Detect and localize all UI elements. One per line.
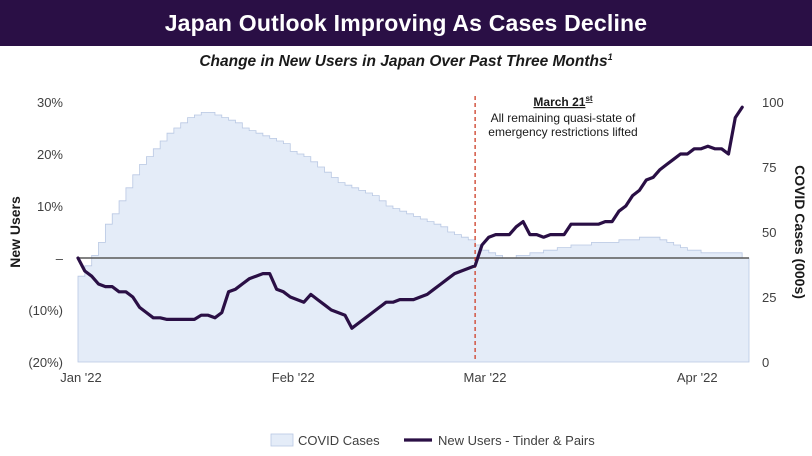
y-right-tick-label: 50 [762,225,776,240]
y-left-tick-label: (10%) [28,303,63,318]
annotation-line: All remaining quasi-state of [491,111,636,125]
covid-cases-area [77,112,750,363]
y-left-tick-label: 10% [37,199,63,214]
y-right-axis-title: COVID Cases (000s) [792,165,808,299]
legend-label-covid-cases: COVID Cases [298,433,380,448]
x-tick-label: Apr '22 [677,370,718,385]
y-right-tick-label: 100 [762,95,784,110]
chart-subtitle-text: Change in New Users in Japan Over Past T… [199,53,608,71]
chart-subtitle: Change in New Users in Japan Over Past T… [0,52,812,71]
y-left-tick-label: – [56,251,64,266]
annotation-title-text: March 21 [533,95,585,109]
subtitle-footnote: 1 [607,52,613,62]
new-users-line [76,105,744,330]
y-right-tick-label: 75 [762,160,776,175]
legend-label-new-users: New Users - Tinder & Pairs [438,433,595,448]
annotation-title: March 21st [533,94,592,109]
chart: (20%) (10%) – 10% 20% 30% 0 25 50 75 100 Jan '22 Feb… [7,94,808,448]
y-left-tick-label: 30% [37,95,63,110]
y-right-tick-label: 25 [762,290,776,305]
page-title: Japan Outlook Improving As Cases Decline [164,9,648,36]
x-tick-label: Mar '22 [463,370,506,385]
x-tick-label: Jan '22 [60,370,102,385]
y-left-axis-title: New Users [7,196,23,268]
annotation-line: emergency restrictions lifted [488,125,637,139]
y-right-tick-label: 0 [762,355,769,370]
legend-swatch-covid-cases [270,433,294,447]
x-tick-label: Feb '22 [272,370,315,385]
y-left-tick-label: (20%) [28,355,63,370]
title-banner: Japan Outlook Improving As Cases Decline [0,0,812,46]
y-left-tick-label: 20% [37,147,63,162]
annotation-title-sup: st [585,94,592,103]
